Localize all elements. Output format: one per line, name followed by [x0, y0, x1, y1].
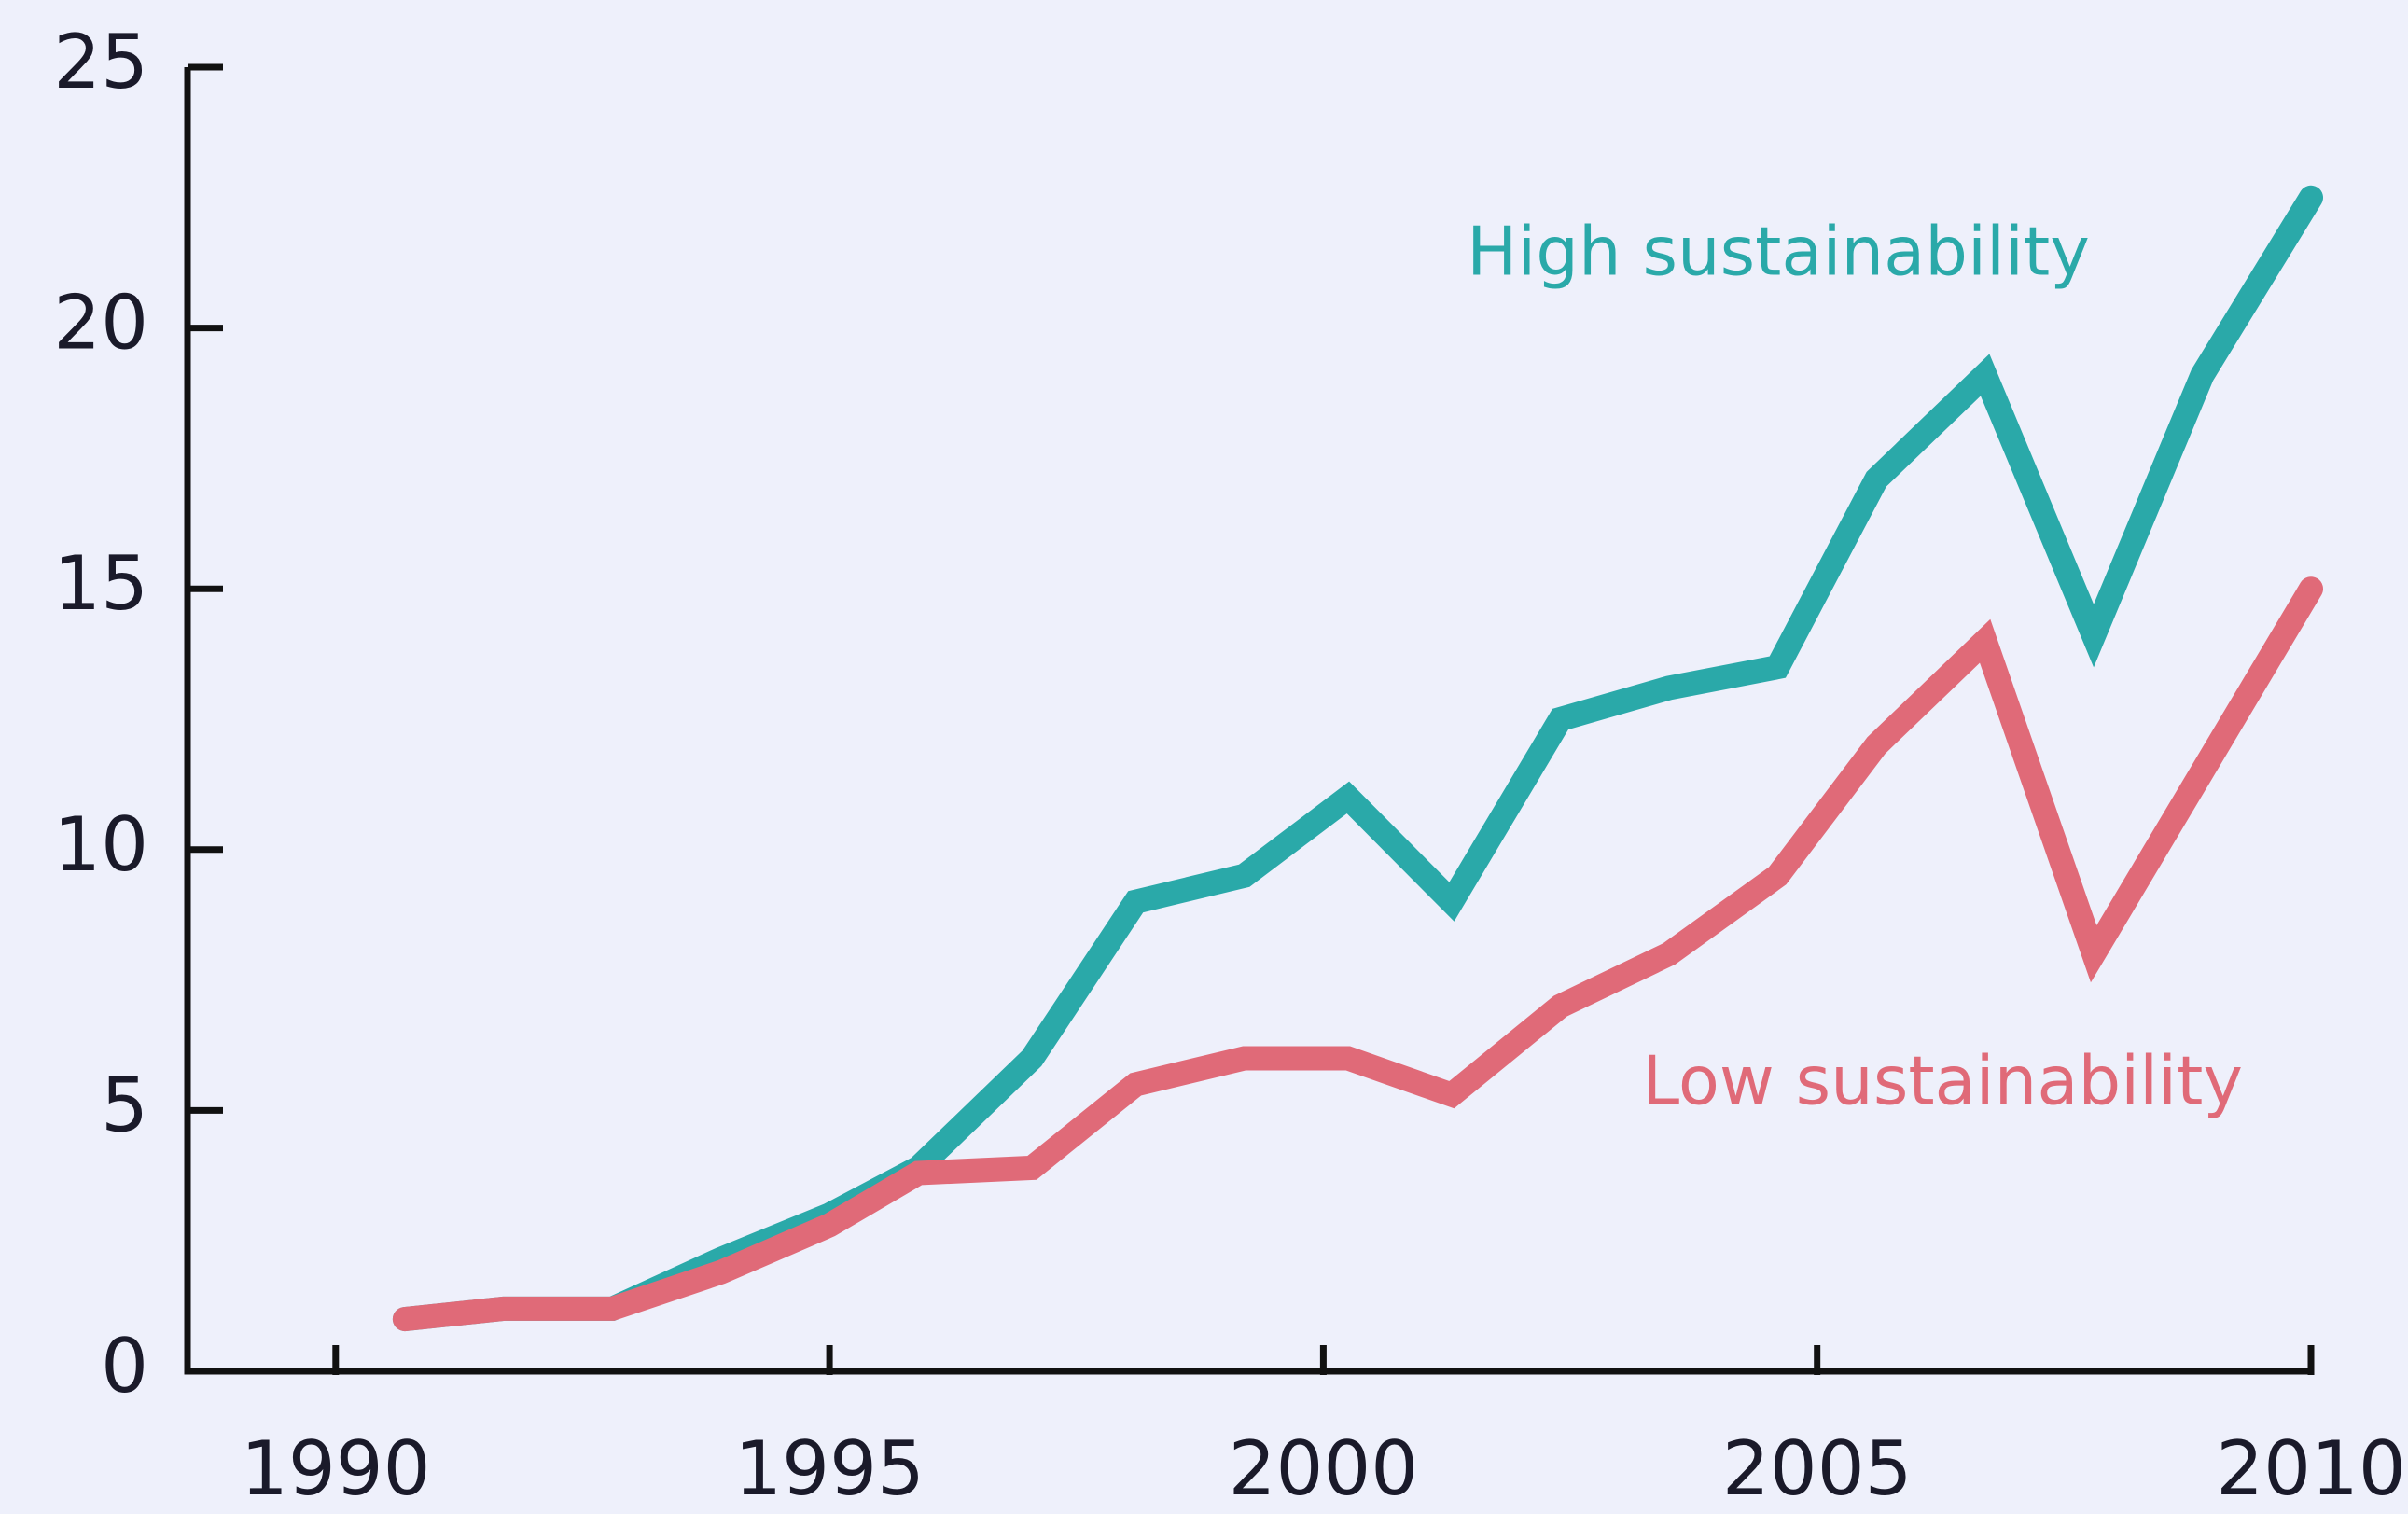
series-label: Low sustainability: [1642, 1042, 2243, 1120]
x-tick-label: 2005: [1722, 1425, 1913, 1512]
series-label: High sustainability: [1467, 213, 2090, 291]
y-tick-label: 15: [53, 540, 148, 627]
axes: [184, 67, 2311, 1375]
y-tick-label: 25: [53, 19, 148, 105]
x-tick-label: 1995: [734, 1425, 925, 1512]
y-tick-label: 20: [53, 280, 148, 367]
x-tick-label: 2000: [1229, 1425, 1419, 1512]
x-tick-label: 1990: [241, 1425, 431, 1512]
y-tick-label: 10: [53, 801, 148, 888]
series-line: [392, 576, 2323, 1332]
y-tick-label: 0: [101, 1323, 148, 1410]
y-tick-label: 5: [101, 1062, 148, 1148]
x-tick-label: 2010: [2216, 1425, 2406, 1512]
